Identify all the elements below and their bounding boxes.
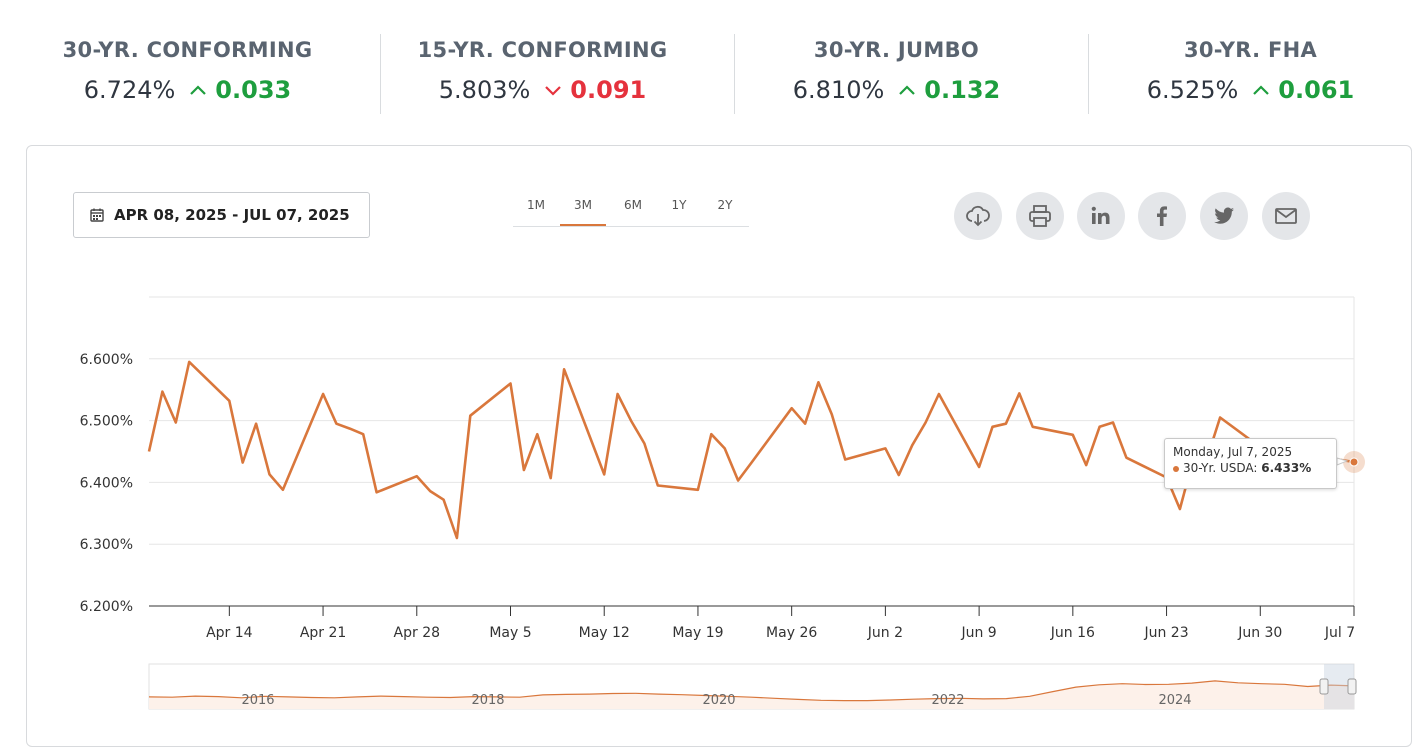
y-tick-label: 6.600%	[80, 352, 133, 368]
arrow-up-icon	[899, 85, 916, 95]
tooltip-date: Monday, Jul 7, 2025	[1173, 445, 1293, 459]
rate-value: 6.525%	[1146, 76, 1239, 104]
rate-card-15yr-conforming[interactable]: 15-YR. CONFORMING 5.803% 0.091	[395, 34, 690, 114]
navigator-year-label: 2020	[702, 693, 735, 708]
y-tick-label: 6.300%	[80, 537, 133, 553]
navigator-handle	[1319, 678, 1329, 695]
x-tick-label: Jun 2	[867, 625, 903, 641]
grid	[149, 296, 1355, 616]
email-icon	[1275, 208, 1297, 224]
rate-change-value: 0.061	[1278, 76, 1355, 104]
y-tick-label: 6.500%	[80, 414, 133, 430]
y-tick-label: 6.200%	[80, 599, 133, 615]
print-button[interactable]	[1016, 192, 1064, 240]
rate-change: 0.132	[898, 76, 1000, 104]
range-navigator[interactable]: 2016 2018 2020 2022 2024	[148, 663, 1357, 710]
x-tick-label: Jun 30	[1237, 625, 1282, 641]
calendar-icon	[90, 208, 104, 222]
linkedin-icon	[1091, 206, 1110, 224]
chart-tooltip: Monday, Jul 7, 2025 30-Yr. USDA: 6.433%	[1164, 438, 1337, 489]
x-tick-label: Apr 28	[394, 625, 440, 641]
x-tick-label: Jun 16	[1050, 625, 1095, 641]
series-30yr-usda	[147, 360, 1365, 540]
rate-card-30yr-jumbo[interactable]: 30-YR. JUMBO 6.810% 0.132	[749, 34, 1044, 114]
tooltip-series: 30-Yr. USDA:	[1183, 461, 1258, 475]
download-button[interactable]	[954, 192, 1002, 240]
rate-name: 30-YR. JUMBO	[813, 38, 980, 62]
range-tab-3m[interactable]: 3M	[560, 198, 606, 226]
navigator-handle	[1347, 678, 1357, 695]
range-tab-6m[interactable]: 6M	[624, 198, 642, 212]
range-tab-2y[interactable]: 2Y	[717, 198, 733, 212]
tooltip-pointer	[1336, 457, 1349, 466]
navigator-year-label: 2022	[931, 693, 964, 708]
rate-name: 30-YR. FHA	[1183, 38, 1318, 62]
hover-point	[1349, 457, 1359, 467]
divider	[734, 34, 735, 114]
navigator-line	[148, 680, 1355, 702]
rate-change-value: 0.132	[924, 76, 1001, 104]
download-icon	[966, 205, 990, 227]
x-tick-label: May 12	[579, 625, 630, 641]
rate-change: 0.091	[544, 76, 646, 104]
x-tick-label: May 5	[489, 625, 531, 641]
y-axis: 6.600% 6.500% 6.400% 6.300% 6.200%	[80, 352, 133, 615]
twitter-icon	[1214, 207, 1234, 224]
y-tick-label: 6.400%	[80, 475, 133, 491]
rate-chart[interactable]: 6.600% 6.500% 6.400% 6.300% 6.200% Apr 1…	[0, 0, 1421, 731]
rate-name: 15-YR. CONFORMING	[417, 38, 668, 62]
x-tick-label: Apr 14	[206, 625, 253, 641]
range-tab-1m[interactable]: 1M	[527, 198, 545, 212]
x-tick-label: Apr 21	[300, 625, 346, 641]
tooltip-value: 6.433%	[1261, 461, 1312, 475]
x-tick-label: Jun 23	[1143, 625, 1188, 641]
date-range-picker[interactable]: APR 08, 2025 - JUL 07, 2025	[73, 192, 370, 238]
range-tab-1y[interactable]: 1Y	[671, 198, 687, 212]
divider	[380, 34, 381, 114]
rate-change: 0.061	[1252, 76, 1354, 104]
x-tick-label: May 19	[672, 625, 723, 641]
twitter-button[interactable]	[1200, 192, 1248, 240]
rate-change-value: 0.091	[570, 76, 647, 104]
facebook-icon	[1157, 206, 1167, 226]
series-dot-icon	[1173, 465, 1179, 472]
rate-name: 30-YR. CONFORMING	[62, 38, 313, 62]
navigator-area	[149, 680, 1354, 709]
facebook-button[interactable]	[1138, 192, 1186, 240]
range-selector: 1M 3M 6M 1Y 2Y	[513, 194, 749, 227]
rate-summary-bar: 30-YR. CONFORMING 6.724% 0.033 15-YR. CO…	[0, 0, 1421, 130]
rate-value: 5.803%	[438, 76, 531, 104]
x-tick-label: Jul 7	[1324, 625, 1355, 641]
linkedin-button[interactable]	[1077, 192, 1125, 240]
divider	[1088, 34, 1089, 114]
navigator-year-label: 2016	[241, 693, 274, 708]
x-tick-label: Jun 9	[960, 625, 996, 641]
navigator-year-label: 2024	[1158, 693, 1191, 708]
date-range-label: APR 08, 2025 - JUL 07, 2025	[114, 206, 350, 224]
print-icon	[1029, 205, 1051, 227]
rate-change-value: 0.033	[215, 76, 292, 104]
arrow-up-icon	[190, 85, 207, 95]
rate-value: 6.724%	[83, 76, 176, 104]
email-button[interactable]	[1262, 192, 1310, 240]
rate-change: 0.033	[189, 76, 291, 104]
series-line	[147, 360, 1355, 540]
rate-card-30yr-fha[interactable]: 30-YR. FHA 6.525% 0.061	[1103, 34, 1398, 114]
navigator-year-label: 2018	[471, 693, 504, 708]
rate-card-30yr-conforming[interactable]: 30-YR. CONFORMING 6.724% 0.033	[40, 34, 335, 114]
arrow-down-icon	[545, 86, 562, 96]
x-axis: Apr 14 Apr 21 Apr 28 May 5 May 12 May 19…	[206, 625, 1355, 641]
rate-value: 6.810%	[792, 76, 885, 104]
arrow-up-icon	[1253, 85, 1270, 95]
x-tick-label: May 26	[766, 625, 817, 641]
